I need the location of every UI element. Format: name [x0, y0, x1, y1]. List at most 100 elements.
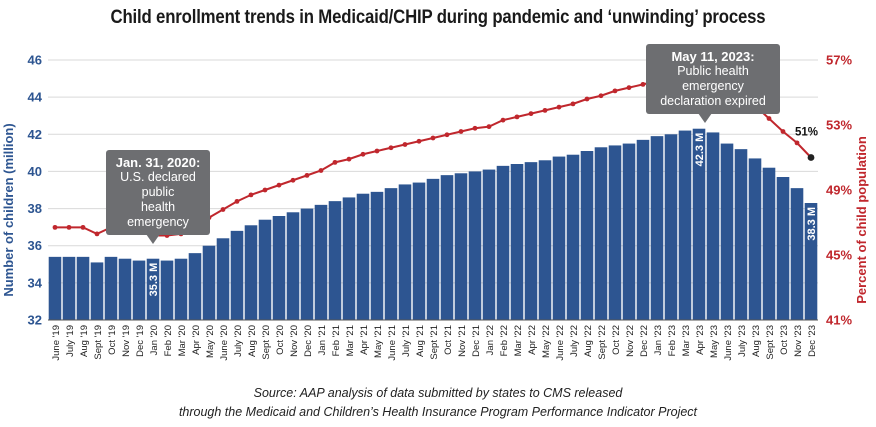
- percent-point: [374, 148, 380, 154]
- x-tick-label: June '21: [387, 325, 398, 361]
- bar: [804, 203, 818, 320]
- percent-point: [556, 104, 562, 110]
- percent-point: [766, 116, 772, 121]
- annotation-emergency-declared-line2: health emergency: [127, 200, 189, 229]
- bar: [48, 256, 62, 320]
- bar: [482, 169, 496, 320]
- bar: [132, 260, 146, 320]
- bar: [776, 177, 790, 320]
- bar: [566, 154, 580, 320]
- percent-point: [220, 207, 226, 212]
- bar: [258, 219, 272, 320]
- percent-point: [626, 85, 632, 91]
- y-left-tick-label: 42: [28, 127, 42, 142]
- bar: [636, 139, 650, 320]
- percent-point: [402, 142, 408, 147]
- x-tick-label: Oct '20: [275, 325, 286, 355]
- percent-point: [66, 224, 72, 230]
- bar-label-apr-2023: 42.3 M: [694, 133, 706, 167]
- annotation-emergency-expired-line2: declaration expired: [660, 94, 766, 108]
- y-left-axis-title: Number of children (million): [1, 123, 16, 296]
- x-tick-label: July '23: [737, 325, 748, 357]
- x-tick-label: Sept '22: [597, 325, 608, 360]
- percent-point: [234, 198, 240, 204]
- bar: [398, 184, 412, 320]
- y-left-tick-label: 38: [28, 201, 42, 216]
- annotation-emergency-expired: May 11, 2023: Public health emergency de…: [646, 44, 780, 123]
- bar: [622, 143, 636, 320]
- y-right-tick-label: 41%: [826, 313, 852, 328]
- percent-point: [780, 129, 786, 134]
- percent-point: [80, 224, 86, 230]
- bar: [244, 225, 258, 320]
- x-tick-label: Aug '22: [583, 325, 594, 357]
- bar: [412, 182, 426, 320]
- percent-point: [304, 172, 310, 178]
- percent-point: [584, 96, 590, 102]
- bar: [762, 167, 776, 320]
- x-tick-label: Nov '21: [457, 325, 468, 357]
- x-tick-label: Nov '22: [625, 325, 636, 357]
- percent-point: [472, 125, 478, 131]
- percent-point: [388, 145, 394, 151]
- source-note-line1: Source: AAP analysis of data submitted b…: [253, 386, 623, 400]
- x-tick-label: Apr '22: [527, 325, 538, 355]
- bar: [734, 149, 748, 320]
- y-right-tick-label: 53%: [826, 118, 852, 133]
- bar: [104, 256, 118, 320]
- bar: [356, 193, 370, 320]
- percent-point: [486, 124, 492, 130]
- x-tick-label: Dec '20: [303, 325, 314, 357]
- percent-point: [570, 101, 576, 107]
- percent-point: [444, 132, 450, 138]
- bar: [524, 162, 538, 320]
- bar: [454, 173, 468, 320]
- bar: [538, 160, 552, 320]
- percent-point: [794, 140, 800, 146]
- x-tick-label: Sept '19: [93, 325, 104, 360]
- y-left-tick-label: 36: [28, 238, 42, 253]
- x-tick-label: Sept '23: [765, 325, 776, 360]
- x-tick-label: Feb '23: [667, 325, 678, 356]
- percent-point: [332, 159, 338, 165]
- x-tick-label: Dec '22: [639, 325, 650, 357]
- x-tick-label: May '21: [373, 325, 384, 358]
- x-tick-label: Oct '22: [611, 325, 622, 355]
- bar: [62, 256, 76, 320]
- x-tick-label: Apr '23: [695, 325, 706, 355]
- annotation-emergency-declared-heading: Jan. 31, 2020:: [115, 155, 201, 170]
- bar: [272, 216, 286, 320]
- bar: [692, 128, 706, 320]
- x-tick-label: Oct '21: [443, 325, 454, 355]
- x-tick-label: Feb '21: [331, 325, 342, 356]
- bar: [328, 201, 342, 320]
- percent-point: [430, 135, 436, 141]
- y-left-tick-label: 32: [28, 313, 42, 328]
- y-left-tick-label: 44: [28, 90, 43, 105]
- y-left-tick-label: 40: [28, 164, 42, 179]
- bar: [216, 238, 230, 320]
- bar: [384, 188, 398, 320]
- percent-point: [360, 151, 366, 157]
- x-tick-label: Dec '21: [471, 325, 482, 357]
- bar: [678, 130, 692, 320]
- y-left-tick-label: 34: [28, 275, 43, 290]
- x-tick-label: Aug '23: [751, 325, 762, 357]
- x-tick-label: Aug '20: [247, 325, 258, 357]
- bar: [706, 132, 720, 320]
- x-tick-label: Jan '23: [653, 325, 664, 355]
- annotation-emergency-expired-line1: Public health emergency: [677, 64, 749, 93]
- x-tick-label: Mar '21: [345, 325, 356, 356]
- percent-point: [640, 81, 646, 87]
- bar: [342, 197, 356, 320]
- x-tick-label: Jan '22: [485, 325, 496, 355]
- x-tick-label: May '22: [541, 325, 552, 358]
- percent-point: [248, 192, 254, 198]
- x-tick-label: Aug '19: [79, 325, 90, 357]
- x-tick-label: Sept '21: [429, 325, 440, 360]
- x-tick-label: Nov '19: [121, 325, 132, 357]
- bar: [426, 178, 440, 320]
- x-tick-label: Jan '20: [149, 325, 160, 355]
- bar: [552, 156, 566, 320]
